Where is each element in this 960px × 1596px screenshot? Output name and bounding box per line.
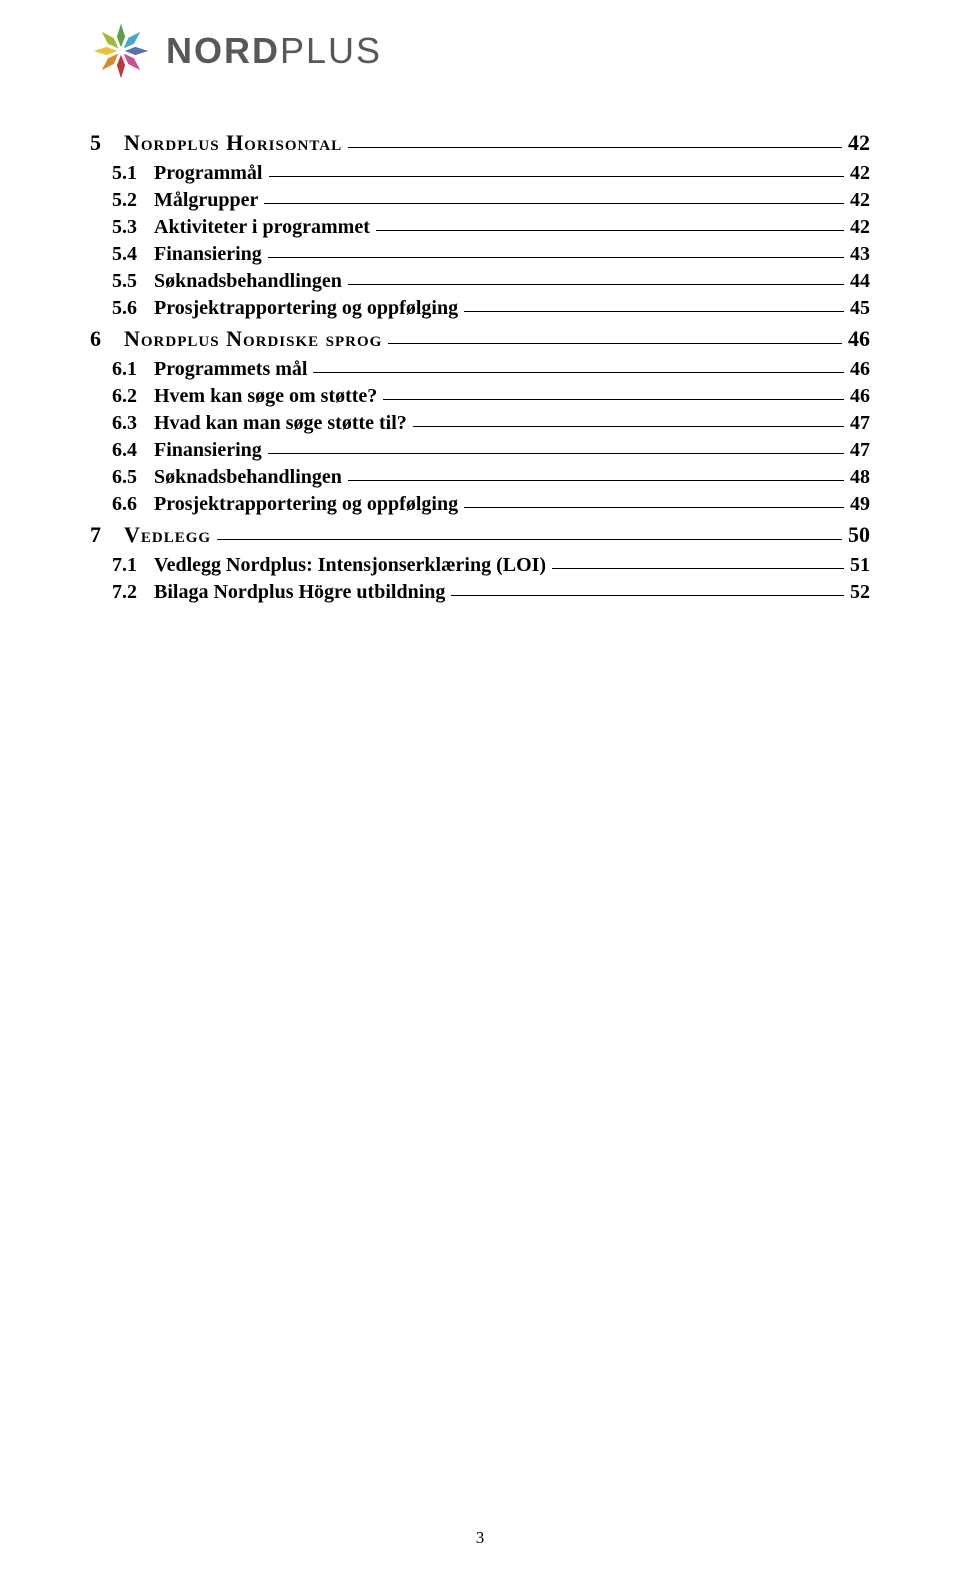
toc-leader-line <box>383 399 844 400</box>
toc-entry-number: 5 <box>90 130 124 156</box>
toc-entry-label: Hvem kan søge om støtte? <box>154 385 377 408</box>
toc-entry-label: Finansiering <box>154 439 262 462</box>
toc-entry-number: 7.2 <box>90 581 154 604</box>
toc-sub-row: 7.2Bilaga Nordplus Högre utbildning 52 <box>90 581 870 604</box>
brand-part2: PLUS <box>280 30 382 71</box>
toc-leader-line <box>268 257 844 258</box>
toc-sub-row: 6.4Finansiering 47 <box>90 439 870 462</box>
toc-entry-label: Søknadsbehandlingen <box>154 466 342 489</box>
toc-sub-row: 5.1Programmål 42 <box>90 162 870 185</box>
toc-leader-line <box>464 311 844 312</box>
toc-leader-line <box>464 507 844 508</box>
toc-leader-line <box>268 453 844 454</box>
toc-entry-page: 43 <box>850 243 870 266</box>
document-page: NORDPLUS 5Nordplus Horisontal425.1Progra… <box>0 0 960 1596</box>
toc-entry-label: Nordplus Horisontal <box>124 130 342 156</box>
toc-sub-row: 6.5Søknadsbehandlingen 48 <box>90 466 870 489</box>
brand-wordmark: NORDPLUS <box>166 30 382 72</box>
toc-entry-number: 6.2 <box>90 385 154 408</box>
toc-entry-page: 51 <box>850 554 870 577</box>
toc-entry-number: 5.6 <box>90 297 154 320</box>
toc-leader-line <box>376 230 844 231</box>
toc-entry-page: 46 <box>848 326 870 352</box>
toc-leader-line <box>348 480 844 481</box>
toc-leader-line <box>313 372 844 373</box>
toc-leader-line <box>264 203 844 204</box>
toc-sub-row: 6.2Hvem kan søge om støtte? 46 <box>90 385 870 408</box>
nordplus-logo-icon <box>90 20 152 82</box>
toc-sub-row: 7.1Vedlegg Nordplus: Intensjonserklæring… <box>90 554 870 577</box>
toc-entry-label: Søknadsbehandlingen <box>154 270 342 293</box>
toc-sub-row: 6.6Prosjektrapportering og oppfølging 49 <box>90 493 870 516</box>
toc-leader-line <box>348 284 844 285</box>
toc-sub-row: 5.6Prosjektrapportering og oppfølging 45 <box>90 297 870 320</box>
toc-entry-number: 6.4 <box>90 439 154 462</box>
toc-entry-number: 5.4 <box>90 243 154 266</box>
header-logo-row: NORDPLUS <box>90 20 870 82</box>
toc-section-row: 7Vedlegg 50 <box>90 522 870 548</box>
toc-entry-page: 42 <box>848 130 870 156</box>
table-of-contents: 5Nordplus Horisontal425.1Programmål425.2… <box>90 130 870 604</box>
toc-entry-page: 46 <box>850 358 870 381</box>
toc-entry-page: 52 <box>850 581 870 604</box>
toc-entry-number: 5.5 <box>90 270 154 293</box>
toc-leader-line <box>348 147 842 148</box>
toc-entry-label: Hvad kan man søge støtte til? <box>154 412 407 435</box>
toc-entry-number: 6 <box>90 326 124 352</box>
toc-entry-label: Prosjektrapportering og oppfølging <box>154 493 458 516</box>
toc-entry-number: 6.3 <box>90 412 154 435</box>
toc-entry-page: 42 <box>850 189 870 212</box>
brand-part1: NORD <box>166 30 280 71</box>
toc-entry-page: 42 <box>850 162 870 185</box>
toc-entry-page: 45 <box>850 297 870 320</box>
toc-entry-page: 48 <box>850 466 870 489</box>
toc-entry-page: 46 <box>850 385 870 408</box>
toc-entry-label: Prosjektrapportering og oppfølging <box>154 297 458 320</box>
toc-entry-label: Programmets mål <box>154 358 307 381</box>
toc-entry-page: 42 <box>850 216 870 239</box>
toc-entry-label: Finansiering <box>154 243 262 266</box>
toc-entry-page: 47 <box>850 412 870 435</box>
toc-entry-number: 6.1 <box>90 358 154 381</box>
toc-leader-line <box>413 426 844 427</box>
toc-leader-line <box>451 595 844 596</box>
toc-leader-line <box>552 568 844 569</box>
toc-entry-number: 5.2 <box>90 189 154 212</box>
toc-entry-label: Målgrupper <box>154 189 258 212</box>
toc-entry-label: Bilaga Nordplus Högre utbildning <box>154 581 445 604</box>
toc-entry-page: 44 <box>850 270 870 293</box>
toc-entry-number: 7 <box>90 522 124 548</box>
footer-page-number: 3 <box>0 1528 960 1548</box>
toc-entry-number: 6.6 <box>90 493 154 516</box>
toc-sub-row: 5.5Søknadsbehandlingen 44 <box>90 270 870 293</box>
toc-entry-number: 6.5 <box>90 466 154 489</box>
toc-entry-number: 7.1 <box>90 554 154 577</box>
toc-entry-page: 50 <box>848 522 870 548</box>
toc-section-row: 5Nordplus Horisontal 42 <box>90 130 870 156</box>
toc-leader-line <box>388 343 842 344</box>
toc-entry-page: 47 <box>850 439 870 462</box>
toc-sub-row: 5.2Målgrupper 42 <box>90 189 870 212</box>
toc-leader-line <box>269 176 845 177</box>
toc-sub-row: 5.4Finansiering 43 <box>90 243 870 266</box>
toc-entry-label: Aktiviteter i programmet <box>154 216 370 239</box>
toc-entry-label: Programmål <box>154 162 263 185</box>
toc-entry-number: 5.1 <box>90 162 154 185</box>
toc-entry-label: Vedlegg <box>124 522 211 548</box>
toc-entry-label: Nordplus Nordiske sprog <box>124 326 382 352</box>
toc-sub-row: 5.3Aktiviteter i programmet 42 <box>90 216 870 239</box>
toc-leader-line <box>217 539 842 540</box>
toc-entry-number: 5.3 <box>90 216 154 239</box>
toc-entry-label: Vedlegg Nordplus: Intensjonserklæring (L… <box>154 554 546 577</box>
toc-sub-row: 6.1Programmets mål 46 <box>90 358 870 381</box>
toc-entry-page: 49 <box>850 493 870 516</box>
toc-section-row: 6Nordplus Nordiske sprog 46 <box>90 326 870 352</box>
toc-sub-row: 6.3Hvad kan man søge støtte til? 47 <box>90 412 870 435</box>
